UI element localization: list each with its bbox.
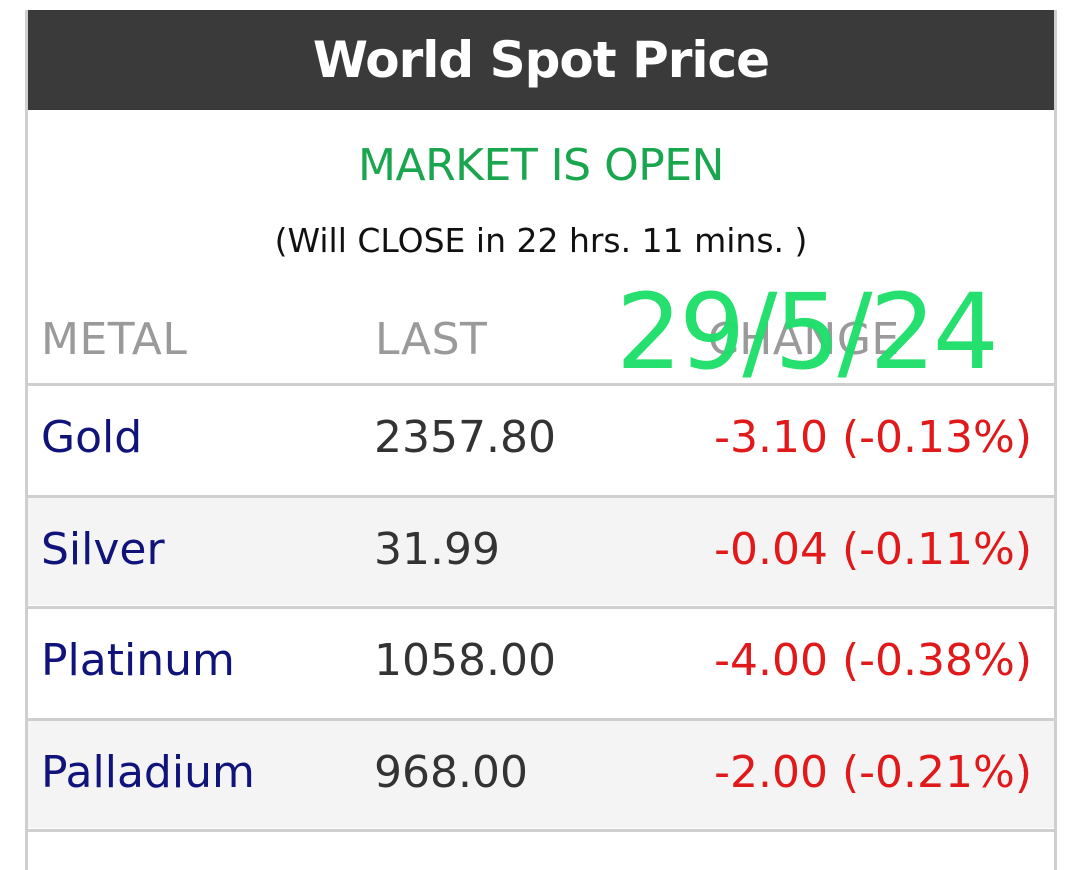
price-change: -4.00 (-0.38%) (714, 635, 1032, 686)
metal-name[interactable]: Silver (41, 524, 165, 575)
last-price: 31.99 (374, 524, 500, 575)
page-title: World Spot Price (28, 10, 1054, 110)
metal-name[interactable]: Platinum (41, 635, 235, 686)
table-row[interactable]: Platinum 1058.00 -4.00 (-0.38%) (28, 606, 1054, 716)
column-header-change: CHANGE (708, 314, 900, 365)
last-price: 968.00 (374, 747, 528, 798)
column-header-metal: METAL (41, 314, 188, 365)
metal-name[interactable]: Gold (41, 412, 143, 463)
price-change: -2.00 (-0.21%) (714, 747, 1032, 798)
table-row-partial (28, 829, 1054, 869)
price-change: -0.04 (-0.11%) (714, 524, 1032, 575)
table-row[interactable]: Gold 2357.80 -3.10 (-0.13%) (28, 383, 1054, 493)
last-price: 1058.00 (374, 635, 556, 686)
table-row[interactable]: Palladium 968.00 -2.00 (-0.21%) (28, 718, 1054, 828)
spot-price-panel: World Spot Price MARKET IS OPEN (Will CL… (25, 10, 1057, 870)
last-price: 2357.80 (374, 412, 556, 463)
date-overlay: 29/5/24 (616, 271, 999, 393)
table-row[interactable]: Silver 31.99 -0.04 (-0.11%) (28, 495, 1054, 605)
market-close-countdown: (Will CLOSE in 22 hrs. 11 mins. ) (274, 221, 808, 260)
metal-name[interactable]: Palladium (41, 747, 255, 798)
column-header-last: LAST (375, 314, 488, 365)
price-change: -3.10 (-0.13%) (714, 412, 1032, 463)
market-status: MARKET IS OPEN (358, 140, 724, 191)
